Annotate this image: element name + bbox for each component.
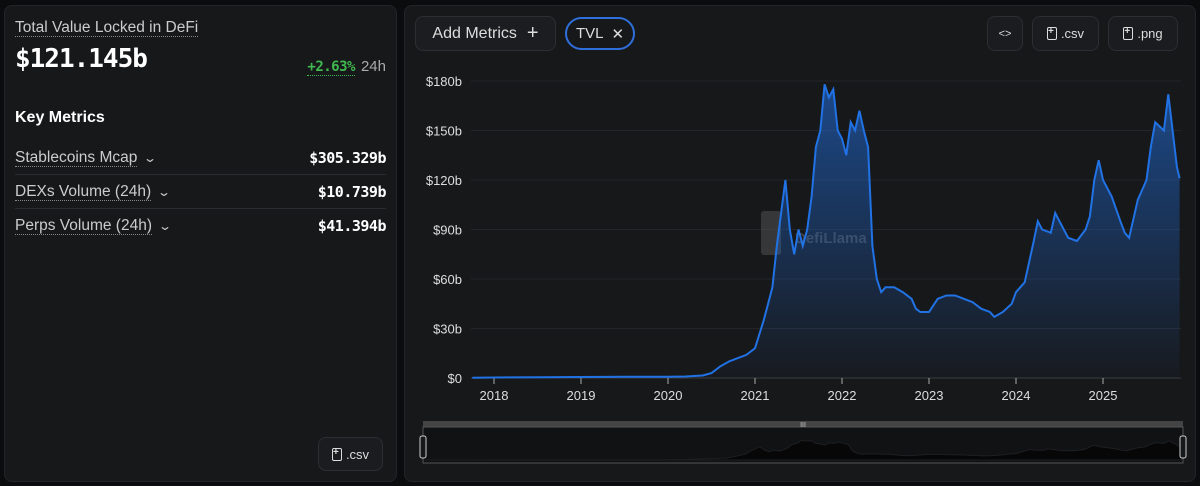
plus-icon: + [526, 22, 539, 44]
tvl-summary-panel: Total Value Locked in DeFi $121.145b +2.… [4, 5, 397, 482]
brush-handle-bar [423, 421, 1183, 427]
png-label: .png [1137, 26, 1163, 41]
x-tick-label: 2023 [915, 388, 944, 403]
chart-panel: Add Metrics + TVL ✕ <> .csv .png $0 $30b $60… [404, 5, 1196, 482]
tvl-metric-chip[interactable]: TVL ✕ [565, 17, 635, 50]
metric-value: $41.394b [317, 217, 387, 235]
brush-resize-handle[interactable] [1179, 435, 1187, 459]
download-csv-button[interactable]: .csv [318, 437, 383, 471]
y-tick-label: $30b [433, 322, 462, 337]
metric-label[interactable]: DEXs Volume (24h) [15, 182, 152, 201]
metric-value: $10.739b [317, 182, 387, 201]
grip-icon: III [800, 422, 806, 429]
x-tick-label: 2022 [828, 388, 857, 403]
tvl-title[interactable]: Total Value Locked in DeFi [15, 19, 199, 37]
y-tick-label: $120b [426, 173, 462, 188]
y-tick-label: $90b [433, 223, 462, 238]
x-tick-label: 2020 [654, 388, 683, 403]
code-icon: <> [998, 27, 1012, 40]
y-tick-label: $180b [426, 74, 462, 89]
key-metrics-list: Stablecoins Mcap ⌄ $305.329b DEXs Volume (… [15, 141, 387, 243]
close-icon[interactable]: ✕ [611, 25, 625, 43]
tvl-change: +2.63% 24h [307, 58, 386, 76]
tvl-area [472, 84, 1180, 379]
brush-preview-area [424, 439, 1182, 461]
change-period: 24h [360, 58, 386, 75]
metric-value: $305.329b [309, 148, 386, 167]
y-tick-label: $60b [433, 272, 462, 287]
x-tick-label: 2025 [1089, 388, 1118, 403]
key-metrics-heading: Key Metrics [15, 109, 105, 126]
x-tick-label: 2021 [741, 388, 770, 403]
chip-label: TVL [575, 25, 604, 42]
metric-row-stablecoins[interactable]: Stablecoins Mcap ⌄ $305.329b [15, 141, 386, 175]
download-png-button[interactable]: .png [1108, 16, 1178, 51]
brush-resize-handle[interactable] [419, 435, 427, 459]
metric-label[interactable]: Perps Volume (24h) [15, 217, 152, 235]
metric-row-dexs[interactable]: DEXs Volume (24h) ⌄ $10.739b [15, 175, 387, 209]
chevron-down-icon[interactable]: ⌄ [157, 219, 173, 233]
file-download-icon [1046, 26, 1057, 40]
x-tick-label: 2024 [1002, 388, 1031, 403]
chevron-down-icon[interactable]: ⌄ [143, 150, 158, 165]
csv-label: .csv [345, 446, 370, 462]
metric-row-perps[interactable]: Perps Volume (24h) ⌄ $41.394b [15, 209, 387, 243]
change-percent: +2.63% [307, 59, 355, 76]
y-tick-label: $150b [426, 124, 462, 139]
download-csv-button[interactable]: .csv [1032, 16, 1099, 51]
embed-button[interactable]: <> [987, 16, 1023, 51]
tvl-value: $121.145b [15, 44, 148, 74]
x-tick-label: 2018 [480, 388, 509, 403]
y-tick-label: $0 [448, 371, 462, 386]
x-tick-label: 2019 [567, 388, 596, 403]
add-metrics-button[interactable]: Add Metrics + [415, 16, 556, 51]
defillama-logo-icon [761, 211, 781, 255]
tvl-line [472, 83, 1181, 379]
tvl-chart[interactable]: $0 $30b $60b $90b $120b $150b $180b 2018 2019 202… [405, 6, 1197, 483]
chevron-down-icon[interactable]: ⌄ [157, 184, 172, 199]
file-download-icon [331, 447, 342, 461]
file-download-icon [1123, 26, 1134, 40]
add-metrics-label: Add Metrics [432, 24, 517, 42]
metric-label[interactable]: Stablecoins Mcap [15, 148, 138, 167]
csv-label: .csv [1060, 26, 1085, 41]
